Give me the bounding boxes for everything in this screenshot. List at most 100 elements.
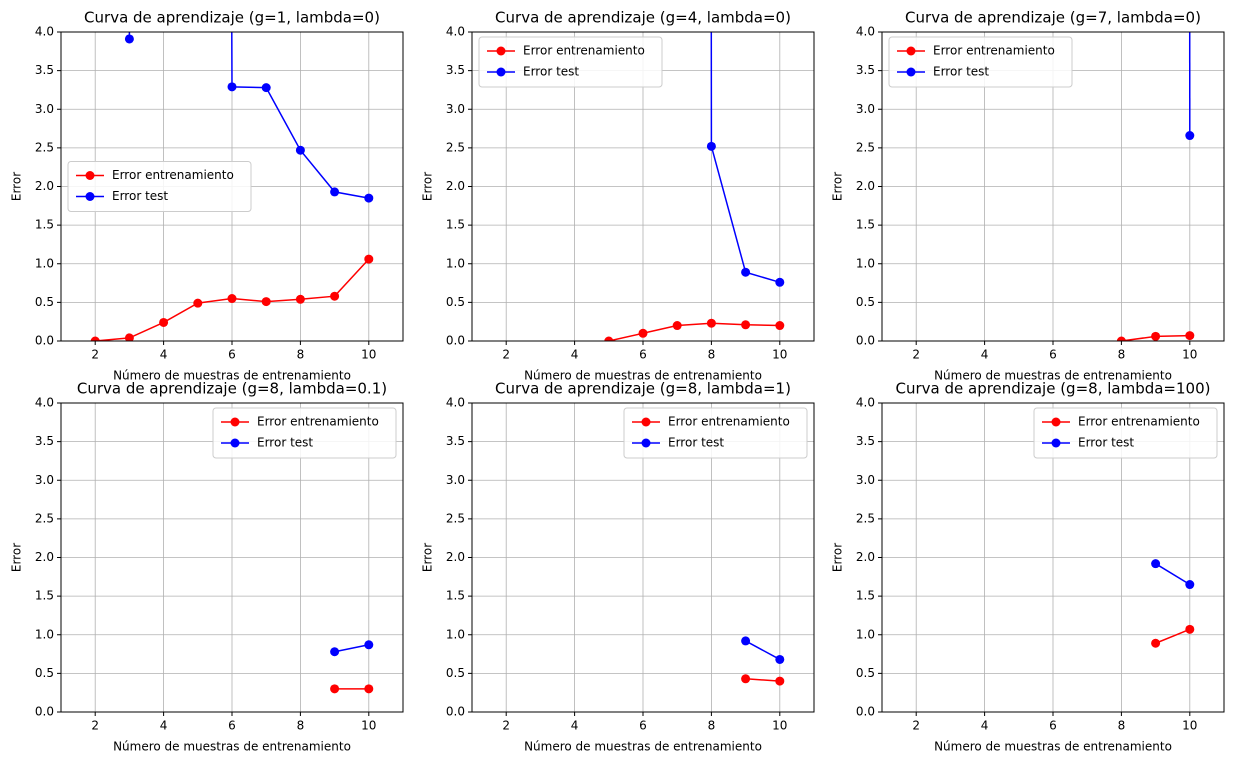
y-tick-label: 2.0 [446,550,465,564]
legend-label: Error test [668,436,724,450]
y-tick-label: 1.5 [856,218,875,232]
legend-label: Error test [523,65,579,79]
y-tick-label: 0.5 [35,295,54,309]
y-tick-label: 0.0 [35,334,54,348]
y-tick-label: 3.0 [446,102,465,116]
y-tick-label: 3.0 [446,473,465,487]
subplot: 2 4 6 8 10 0.0 0.5 1.0 1.5 2.0 2.5 3.0 3.5 4.0 Curva d… [10,9,404,383]
line [1155,628,1191,644]
y-tick-label: 0.0 [446,705,465,719]
y-tick-label: 3.5 [856,434,875,448]
y-tick-label: 2.5 [446,140,465,154]
marker [604,336,614,341]
x-tick-label: 4 [571,348,579,362]
marker [775,277,785,287]
legend-marker [906,67,916,77]
y-tick-label: 0.0 [856,705,875,719]
subplot: 2 4 6 8 10 0.0 0.5 1.0 1.5 2.0 2.5 3.0 3.5 4.0 Curva d… [421,9,815,383]
axes-frame [471,31,815,342]
y-tick-label: 0.0 [446,334,465,348]
x-tick-label: 6 [1049,348,1057,362]
marker [227,294,237,304]
y-axis-label: Error [421,543,435,572]
chart-title: Curva de aprendizaje (g=8, lambda=100) [896,380,1211,398]
axes-frame [60,402,404,713]
y-tick-label: 3.0 [35,102,54,116]
x-tick-label: 6 [639,719,647,733]
legend-box [67,161,252,212]
y-tick-label: 3.5 [446,63,465,77]
axes-frame [881,31,1225,342]
x-tick-label: 2 [502,348,510,362]
x-tick-label: 6 [639,348,647,362]
plot-area [1116,32,1195,341]
plot-area [741,636,785,686]
y-tick-label: 1.5 [35,589,54,603]
marker [1151,559,1161,569]
x-tick-label: 6 [228,348,236,362]
marker [1151,331,1161,341]
legend-marker [85,192,95,201]
x-tick-label: 10 [1182,348,1197,362]
y-tick-label: 1.0 [856,256,875,270]
x-tick-label: 2 [502,719,510,733]
y-tick-label: 1.5 [446,589,465,603]
marker [364,640,374,650]
chart-title: Curva de aprendizaje (g=8, lambda=1) [495,380,791,398]
y-axis-label: Error [10,172,24,201]
legend-box [888,36,1073,88]
x-tick-label: 4 [160,348,168,362]
x-tick-label: 2 [91,348,99,362]
legend-label: Error entrenamiento [933,44,1055,58]
x-tick-label: 8 [708,348,716,362]
y-tick-label: 3.0 [856,473,875,487]
legend-box [1033,407,1218,459]
y-tick-label: 4.0 [856,25,875,39]
marker [295,145,305,155]
y-axis-label: Error [421,172,435,201]
marker [741,674,751,684]
x-axis-label: Número de muestras de entrenamiento [113,740,351,754]
x-axis-label: Número de muestras de entrenamiento [524,740,762,754]
x-tick-label: 6 [1049,719,1057,733]
y-tick-label: 0.0 [35,705,54,719]
y-tick-label: 1.5 [856,589,875,603]
marker [672,321,682,331]
legend: Error entrenamiento Error test [212,407,397,459]
legend-marker [496,46,506,56]
y-tick-label: 2.5 [856,511,875,525]
x-axis-label: Número de muestras de entrenamiento [934,369,1172,383]
y-tick-label: 1.0 [446,256,465,270]
plot-area [604,32,785,341]
y-tick-label: 3.5 [35,434,54,448]
marker [261,297,271,307]
legend-label: Error test [1078,436,1134,450]
y-tick-label: 0.5 [856,666,875,680]
y-tick-label: 1.0 [446,627,465,641]
legend-label: Error entrenamiento [668,415,790,429]
chart-title: Curva de aprendizaje (g=4, lambda=0) [495,9,791,27]
legend-marker [641,417,651,427]
y-tick-label: 4.0 [856,396,875,410]
marker [159,317,169,327]
y-tick-label: 1.5 [446,218,465,232]
y-tick-label: 2.0 [35,179,54,193]
x-tick-label: 10 [1182,719,1197,733]
y-tick-label: 2.5 [35,140,54,154]
legend-box [478,36,663,88]
y-tick-label: 1.5 [35,218,54,232]
legend-label: Error entrenamiento [112,168,234,182]
x-tick-label: 2 [912,719,920,733]
y-tick-label: 2.0 [446,179,465,193]
y-tick-label: 1.0 [35,256,54,270]
marker [706,141,716,151]
x-tick-label: 10 [361,719,376,733]
y-tick-label: 2.5 [856,140,875,154]
y-tick-label: 3.5 [35,63,54,77]
marker [1151,638,1161,648]
legend-label: Error test [257,436,313,450]
marker [741,267,751,277]
marker [295,294,305,304]
x-tick-label: 2 [91,719,99,733]
